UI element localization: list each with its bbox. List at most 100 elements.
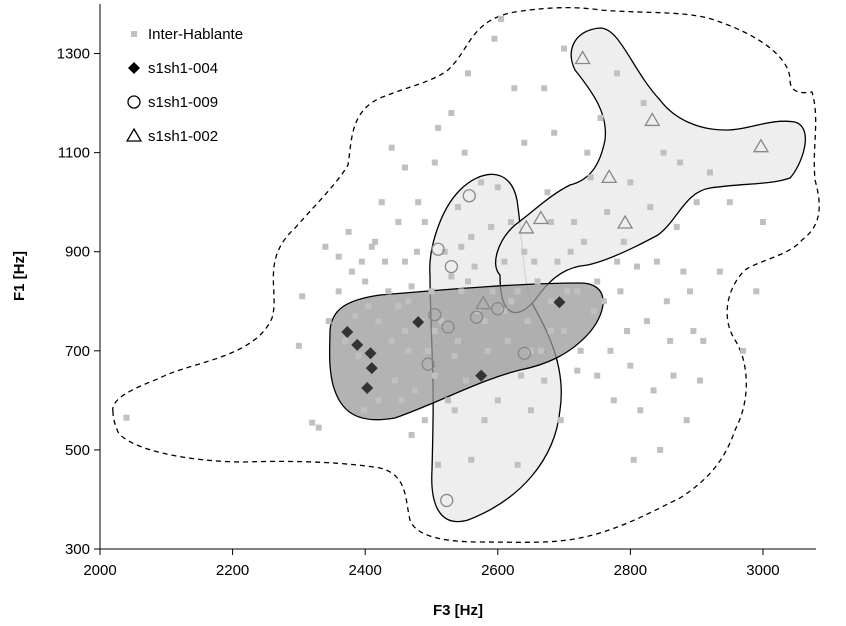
legend-label: s1sh1-002 (148, 128, 218, 145)
s1sh1-009-point (469, 310, 484, 324)
region-s1sh1-004 (328, 282, 604, 421)
inter-hablante-point (524, 318, 531, 325)
inter-hablante-point (557, 417, 564, 424)
s1sh1-004-point (364, 347, 377, 360)
inter-hablante-point (458, 243, 465, 250)
inter-hablante-point (614, 258, 621, 265)
inter-hablante-point (690, 328, 697, 334)
inter-hablante-point (342, 337, 349, 344)
inter-hablante-point (667, 337, 674, 344)
inter-hablante-point (551, 129, 558, 136)
inter-hablante-point (335, 253, 342, 260)
inter-hablante-point (521, 139, 528, 146)
inter-hablante-point (663, 298, 670, 305)
inter-hablante-point (368, 243, 375, 250)
inter-hablante-point (448, 110, 455, 116)
inter-hablante-point (541, 377, 548, 384)
inter-hablante-point (375, 397, 382, 404)
inter-hablante-point (411, 387, 418, 394)
speaker-regions-layer (328, 27, 806, 523)
x-tick-label: 2600 (481, 562, 514, 579)
inter-hablante-point (627, 179, 634, 186)
inter-hablante-point (468, 456, 475, 463)
inter-hablante-point (385, 288, 392, 295)
inter-hablante-point (521, 248, 528, 255)
inter-hablante-point (594, 278, 601, 285)
inter-hablante-point (438, 318, 445, 325)
x-tick-label: 2200 (216, 562, 249, 579)
inter-hablante-point (464, 70, 471, 77)
speaker-points-layer (341, 50, 770, 508)
inter-hablante-point (630, 456, 637, 463)
inter-hablante-point (504, 337, 511, 344)
inter-hablante-point (610, 397, 617, 404)
inter-hablante-point (372, 238, 379, 245)
inter-hablante-point (683, 417, 690, 424)
y-tick-label: 1100 (58, 145, 90, 162)
inter-hablante-point (514, 288, 521, 295)
inter-hablante-point (392, 377, 399, 384)
y-tick-label: 300 (65, 541, 90, 558)
inter-hablante-point (584, 149, 591, 156)
inter-hablante-point (398, 397, 405, 404)
inter-hablante-point (547, 219, 554, 225)
inter-hablante-point (431, 328, 438, 334)
inter-hablante-point (388, 337, 395, 344)
s1sh1-009-point (491, 302, 505, 316)
inter-hablante-point (527, 407, 534, 414)
inter-hablante-point (517, 372, 524, 379)
inter-hablante-point (508, 298, 515, 305)
inter-hablante-point (335, 288, 342, 295)
y-tick-label: 900 (65, 244, 90, 261)
inter-hablante-point (375, 318, 382, 325)
inter-hablante-point (322, 243, 329, 250)
inter-hablante-point (726, 199, 733, 206)
inter-hablante-point (716, 268, 723, 275)
inter-hablante-point (461, 149, 468, 156)
inter-hablante-point (657, 446, 664, 453)
inter-hablante-point (382, 258, 389, 265)
inter-hablante-point (696, 377, 703, 384)
inter-hablante-point (451, 352, 458, 359)
inter-hablante-point (405, 347, 412, 354)
x-tick-label: 2000 (83, 562, 116, 579)
inter-hablante-point (547, 298, 554, 305)
inter-hablante-point (587, 174, 594, 181)
inter-hablante-point (395, 303, 402, 310)
inter-hablante-point (360, 407, 367, 414)
inter-hablante-point (508, 219, 515, 225)
s1sh1-002-point (752, 138, 770, 153)
inter-hablante-point (431, 372, 438, 379)
inter-hablante-point (401, 328, 408, 334)
inter-hablante-point (408, 432, 415, 439)
region-s1sh1-002 (495, 27, 806, 314)
inter-hablante-point (594, 372, 601, 379)
y-axis-label: F1 [Hz] (11, 251, 28, 301)
inter-hablante-point (471, 263, 478, 270)
inter-speaker-dashed-boundary (112, 6, 820, 543)
inter-hablante-point (590, 308, 597, 315)
x-tick-label: 2400 (348, 562, 381, 579)
inter-hablante-point (309, 419, 316, 426)
s1sh1-004-point (365, 362, 378, 375)
inter-hablante-point (511, 85, 518, 92)
x-axis-label: F3 [Hz] (433, 602, 483, 619)
inter-hablante-point (405, 298, 412, 305)
inter-hablante-point (693, 199, 700, 206)
inter-hablante-point (700, 337, 707, 344)
inter-hablante-point (494, 397, 501, 404)
inter-hablante-point (489, 288, 496, 295)
s1sh1-002-legend-marker (125, 127, 143, 142)
inter-hablante-point (498, 15, 505, 22)
legend: Inter-Hablante s1sh1-004 s1sh1-009 s1sh1-00… (125, 26, 243, 145)
inter-hablante-point (488, 223, 495, 230)
inter-hablante-point (395, 219, 402, 225)
s1sh1-009-point (441, 320, 455, 334)
s1sh1-002-point (644, 112, 661, 127)
inter-hablante-point (607, 347, 614, 354)
inter-hablante-point (448, 273, 455, 280)
s1sh1-004-legend-marker (128, 62, 140, 74)
inter-hablante-point (680, 268, 687, 275)
inter-hablante-point (458, 288, 465, 295)
inter-hablante-point (567, 248, 574, 255)
